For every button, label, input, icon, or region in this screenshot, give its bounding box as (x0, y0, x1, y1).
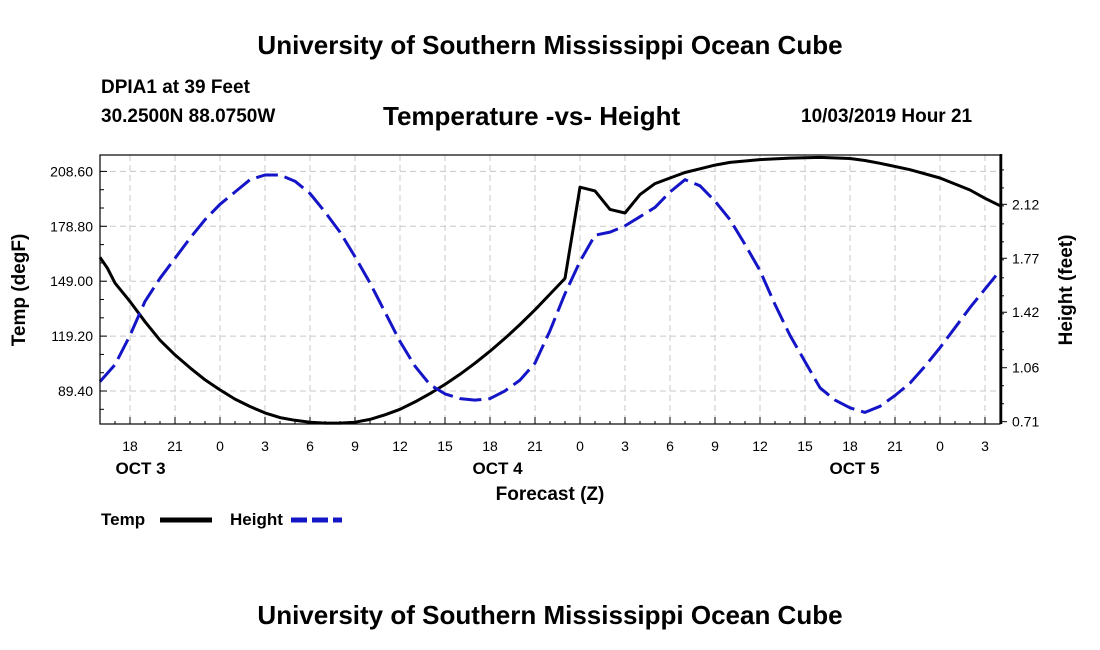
x-tick-label: 21 (887, 438, 903, 454)
legend: Temp Height (101, 510, 342, 529)
page-footer-title: University of Southern Mississippi Ocean… (257, 600, 843, 630)
station-name: DPIA1 at 39 Feet (101, 77, 250, 98)
y-tick-label-left: 119.20 (51, 328, 93, 344)
x-tick-label: 9 (711, 438, 719, 454)
x-tick-label: 18 (482, 438, 498, 454)
y-tick-label-left: 208.60 (50, 163, 93, 179)
x-tick-label: 0 (216, 438, 224, 454)
axis-labels: Forecast (Z) Temp (degF) Height (feet) 1… (9, 163, 1077, 505)
y-axis-label-right: Height (feet) (1056, 235, 1077, 346)
plot-frame (99, 154, 1001, 425)
x-tick-label: 6 (306, 438, 314, 454)
x-tick-label: 15 (437, 438, 453, 454)
x-tick-label: 0 (576, 438, 584, 454)
x-tick-label: 21 (167, 438, 183, 454)
x-tick-label: 3 (621, 438, 629, 454)
chart-title: Temperature -vs- Height (383, 101, 681, 131)
series-layer (98, 155, 1002, 425)
y-tick-label-left: 178.80 (50, 218, 93, 234)
x-tick-label: 18 (122, 438, 138, 454)
y-tick-label-right: 1.06 (1012, 360, 1039, 376)
x-tick-label: 3 (981, 438, 989, 454)
x-tick-label: 12 (752, 438, 768, 454)
x-tick-label: 6 (666, 438, 674, 454)
station-coordinates: 30.2500N 88.0750W (101, 106, 276, 127)
x-day-label: OCT 5 (829, 459, 879, 478)
grid-lines (100, 155, 1000, 424)
y-axis-label-left: Temp (degF) (9, 234, 30, 347)
y-tick-label-right: 2.12 (1012, 196, 1039, 212)
x-tick-label: 9 (351, 438, 359, 454)
axis-ticks (99, 169, 1007, 424)
y-tick-label-left: 149.00 (50, 273, 93, 289)
y-tick-label-right: 1.42 (1012, 304, 1039, 320)
chart-datetime: 10/03/2019 Hour 21 (801, 106, 973, 127)
y-tick-label-right: 0.71 (1012, 414, 1039, 430)
y-tick-label-left: 89.40 (58, 383, 93, 399)
x-tick-label: 21 (527, 438, 543, 454)
x-day-label: OCT 4 (472, 459, 523, 478)
x-axis-label: Forecast (Z) (496, 484, 605, 505)
series-line-height (98, 173, 1002, 414)
legend-label-height: Height (230, 510, 283, 529)
page-header-title: University of Southern Mississippi Ocean… (257, 30, 843, 60)
x-day-label: OCT 3 (115, 459, 165, 478)
y-tick-label-right: 1.77 (1012, 250, 1039, 266)
legend-label-temp: Temp (101, 510, 145, 529)
x-tick-label: 0 (936, 438, 944, 454)
x-tick-label: 18 (842, 438, 858, 454)
x-tick-label: 15 (797, 438, 813, 454)
x-tick-label: 3 (261, 438, 269, 454)
x-tick-label: 12 (392, 438, 408, 454)
series-line-temp (98, 155, 1001, 425)
